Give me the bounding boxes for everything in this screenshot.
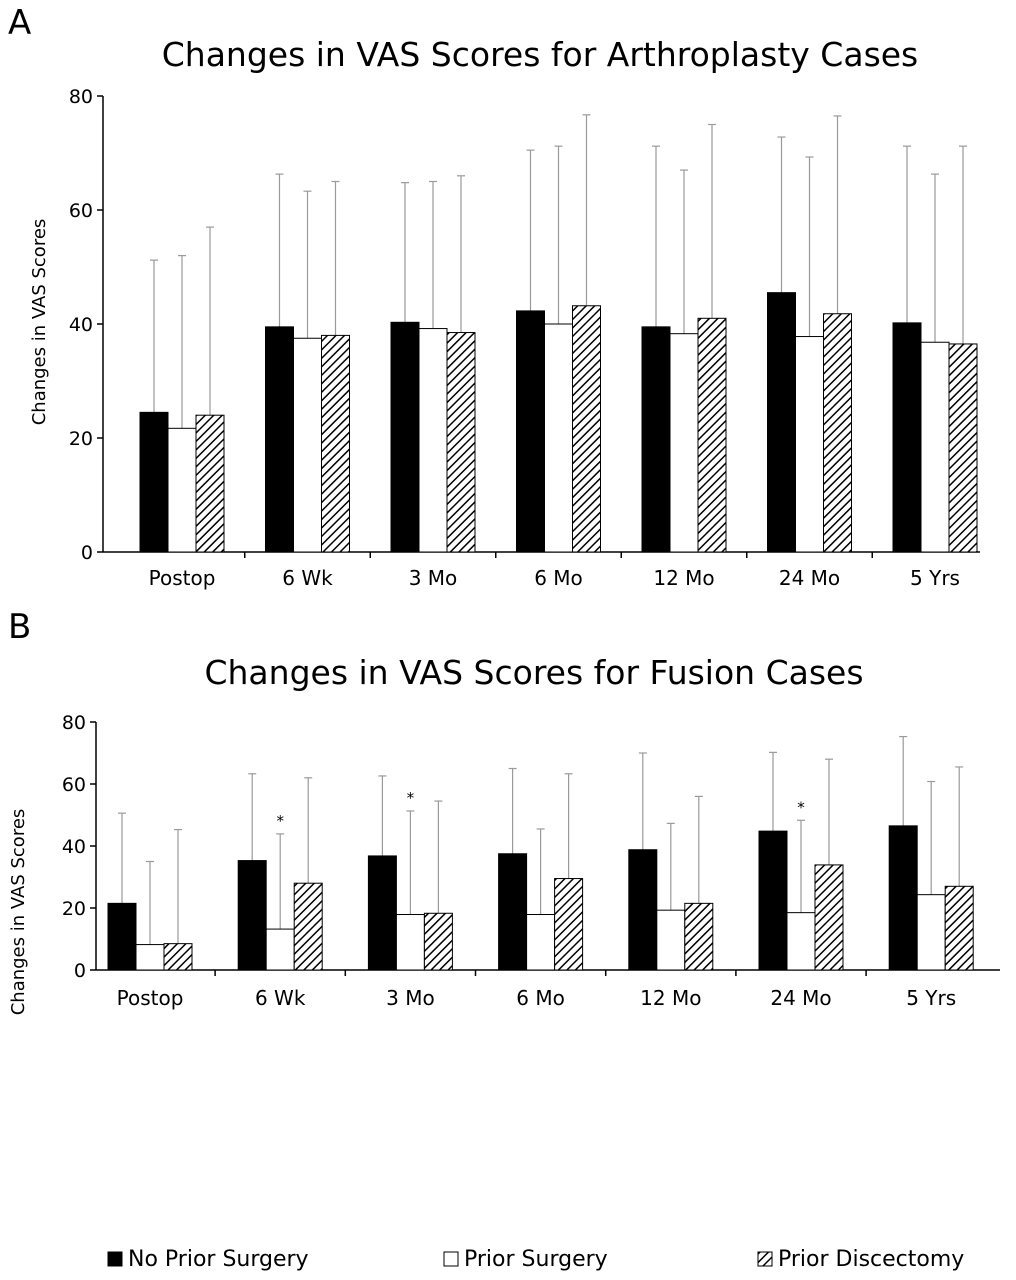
- panel-a-y-tick-label: 60: [69, 200, 93, 222]
- panel-a-bar-no-prior-surgery-5-yrs: [892, 322, 922, 553]
- panel-b-bar-prior-surgery-24-mo: [786, 912, 816, 971]
- panel-b-x-tick-label-12-mo: 12 Mo: [640, 986, 701, 1010]
- panel-b-bar-prior-discectomy-3-mo: [423, 912, 453, 971]
- panel-b-y-axis-title: Changes in VAS Scores: [8, 809, 29, 1016]
- panel-a-bar-prior-surgery-5-yrs: [920, 341, 950, 553]
- panel-a-y-tick-label: 80: [69, 86, 93, 108]
- panel-b-y-tick-label: 60: [62, 774, 86, 796]
- panel-a-bar-prior-discectomy-6-mo: [572, 305, 601, 553]
- panel-b-x-tick-label-6-wk: 6 Wk: [255, 986, 306, 1010]
- panel-a-bar-prior-surgery-24-mo: [795, 336, 824, 553]
- panel-b-bar-prior-surgery-3-mo: [395, 914, 425, 971]
- panel-b-x-tick-label-6-mo: 6 Mo: [516, 986, 565, 1010]
- panel-a-x-tick-label-6-mo: 6 Mo: [534, 566, 583, 590]
- panel-b-x-tick-label-3-mo: 3 Mo: [386, 986, 435, 1010]
- panel-a-bar-prior-discectomy-5-yrs: [948, 343, 978, 553]
- panel-b-y-tick-label: 80: [62, 712, 86, 734]
- panel-b-bar-prior-discectomy-6-wk: [293, 882, 323, 971]
- panel-b-significance-24-mo: *: [797, 798, 805, 816]
- panel-a-bar-prior-surgery-3-mo: [418, 328, 448, 553]
- panel-a-x-tick-label-5-yrs: 5 Yrs: [910, 566, 960, 590]
- legend-item-prior-discectomy: Prior Discectomy: [757, 1247, 964, 1272]
- panel-a-x-tick-label-24-mo: 24 Mo: [779, 566, 840, 590]
- panel-b-title: Changes in VAS Scores for Fusion Cases: [204, 653, 863, 692]
- panel-a-y-axis-title: Changes in VAS Scores: [29, 219, 50, 426]
- legend-label-prior-discectomy: Prior Discectomy: [778, 1247, 964, 1272]
- panel-a-bar-prior-surgery-6-wk: [293, 337, 322, 553]
- panel-b-plot: 0 20 40 60 80 Postop 6 Wk 3 Mo 6 Mo 12 Mo 24 Mo 5 Y…: [62, 712, 1000, 1010]
- panel-a-x-tick-label-3-mo: 3 Mo: [409, 566, 458, 590]
- panel-b-bar-prior-surgery-postop: [135, 944, 165, 971]
- panel-b-bar-no-prior-surgery-postop: [107, 902, 137, 971]
- panel-b-bar-prior-discectomy-12-mo: [684, 902, 714, 971]
- panel-a-bar-prior-discectomy-24-mo: [823, 313, 852, 553]
- panel-a-bar-no-prior-surgery-6-mo: [516, 310, 545, 553]
- panel-a-bar-prior-surgery-12-mo: [669, 333, 699, 553]
- panel-a: A Changes in VAS Scores for Arthroplasty…: [8, 3, 980, 590]
- panel-b-x-tick-label-5-yrs: 5 Yrs: [906, 986, 956, 1010]
- panel-b-bar-prior-surgery-6-mo: [526, 914, 556, 971]
- panel-a-bar-no-prior-surgery-12-mo: [641, 326, 671, 553]
- panel-a-letter: A: [8, 3, 31, 43]
- legend: No Prior Surgery Prior Surgery Prior Dis…: [107, 1247, 964, 1272]
- panel-b-bar-prior-surgery-12-mo: [656, 909, 686, 971]
- panel-a-title: Changes in VAS Scores for Arthroplasty C…: [162, 35, 919, 74]
- panel-a-y-tick-label: 40: [69, 314, 93, 336]
- panel-b-bar-no-prior-surgery-5-yrs: [888, 825, 918, 971]
- panel-a-y-tick-label: 20: [69, 428, 93, 450]
- panel-b: B Changes in VAS Scores for Fusion Cases…: [8, 607, 1000, 1015]
- legend-item-no-prior-surgery: No Prior Surgery: [107, 1247, 309, 1272]
- panel-a-x-tick-label-6-wk: 6 Wk: [282, 566, 333, 590]
- panel-b-significance-6-wk: *: [276, 812, 284, 830]
- legend-swatch-no-prior-surgery: [107, 1251, 123, 1267]
- panel-b-bar-no-prior-surgery-3-mo: [367, 855, 397, 971]
- panel-a-bar-prior-surgery-6-mo: [544, 323, 573, 553]
- panel-a-bar-prior-discectomy-6-wk: [321, 334, 350, 553]
- panel-a-bar-no-prior-surgery-postop: [139, 411, 169, 553]
- panel-b-bar-prior-discectomy-24-mo: [814, 864, 844, 971]
- panel-b-bar-prior-surgery-6-wk: [265, 928, 295, 971]
- panel-b-y-tick-label: 40: [62, 836, 86, 858]
- panel-b-bar-no-prior-surgery-6-wk: [237, 860, 267, 971]
- panel-b-bar-no-prior-surgery-24-mo: [758, 830, 788, 971]
- panel-b-bar-prior-surgery-5-yrs: [916, 894, 946, 971]
- panel-b-significance-3-mo: *: [407, 789, 415, 807]
- panel-a-plot: 0 20 40 60 80 Postop 6 Wk 3 Mo 6 Mo 12 Mo 24 Mo 5 Y…: [69, 86, 980, 590]
- panel-a-bar-no-prior-surgery-6-wk: [265, 326, 294, 553]
- panel-b-bar-prior-discectomy-postop: [163, 943, 193, 971]
- panel-a-x-tick-label-12-mo: 12 Mo: [653, 566, 714, 590]
- legend-label-prior-surgery: Prior Surgery: [464, 1247, 608, 1272]
- panel-b-bar-no-prior-surgery-12-mo: [628, 849, 658, 971]
- panel-b-y-tick-label: 0: [74, 960, 86, 982]
- panel-b-x-tick-label-postop: Postop: [117, 986, 184, 1010]
- panel-a-y-tick-label: 0: [81, 542, 93, 564]
- panel-b-y-tick-label: 20: [62, 898, 86, 920]
- panel-b-bar-no-prior-surgery-6-mo: [498, 853, 528, 971]
- legend-swatch-prior-surgery: [443, 1251, 459, 1267]
- panel-a-x-tick-label-postop: Postop: [149, 566, 216, 590]
- panel-a-bar-prior-discectomy-12-mo: [697, 317, 727, 553]
- panel-a-bar-prior-discectomy-postop: [195, 414, 225, 553]
- legend-item-prior-surgery: Prior Surgery: [443, 1247, 608, 1272]
- legend-label-no-prior-surgery: No Prior Surgery: [128, 1247, 309, 1272]
- legend-swatch-prior-discectomy: [757, 1251, 773, 1267]
- panel-b-letter: B: [8, 607, 31, 647]
- panel-a-bar-no-prior-surgery-24-mo: [767, 292, 796, 553]
- panel-a-bar-prior-surgery-postop: [167, 427, 197, 553]
- panel-b-bar-prior-discectomy-6-mo: [554, 878, 584, 971]
- panel-b-x-tick-label-24-mo: 24 Mo: [770, 986, 831, 1010]
- panel-a-bar-prior-discectomy-3-mo: [446, 332, 476, 553]
- panel-b-bar-prior-discectomy-5-yrs: [944, 885, 974, 971]
- panel-a-bar-no-prior-surgery-3-mo: [390, 321, 420, 553]
